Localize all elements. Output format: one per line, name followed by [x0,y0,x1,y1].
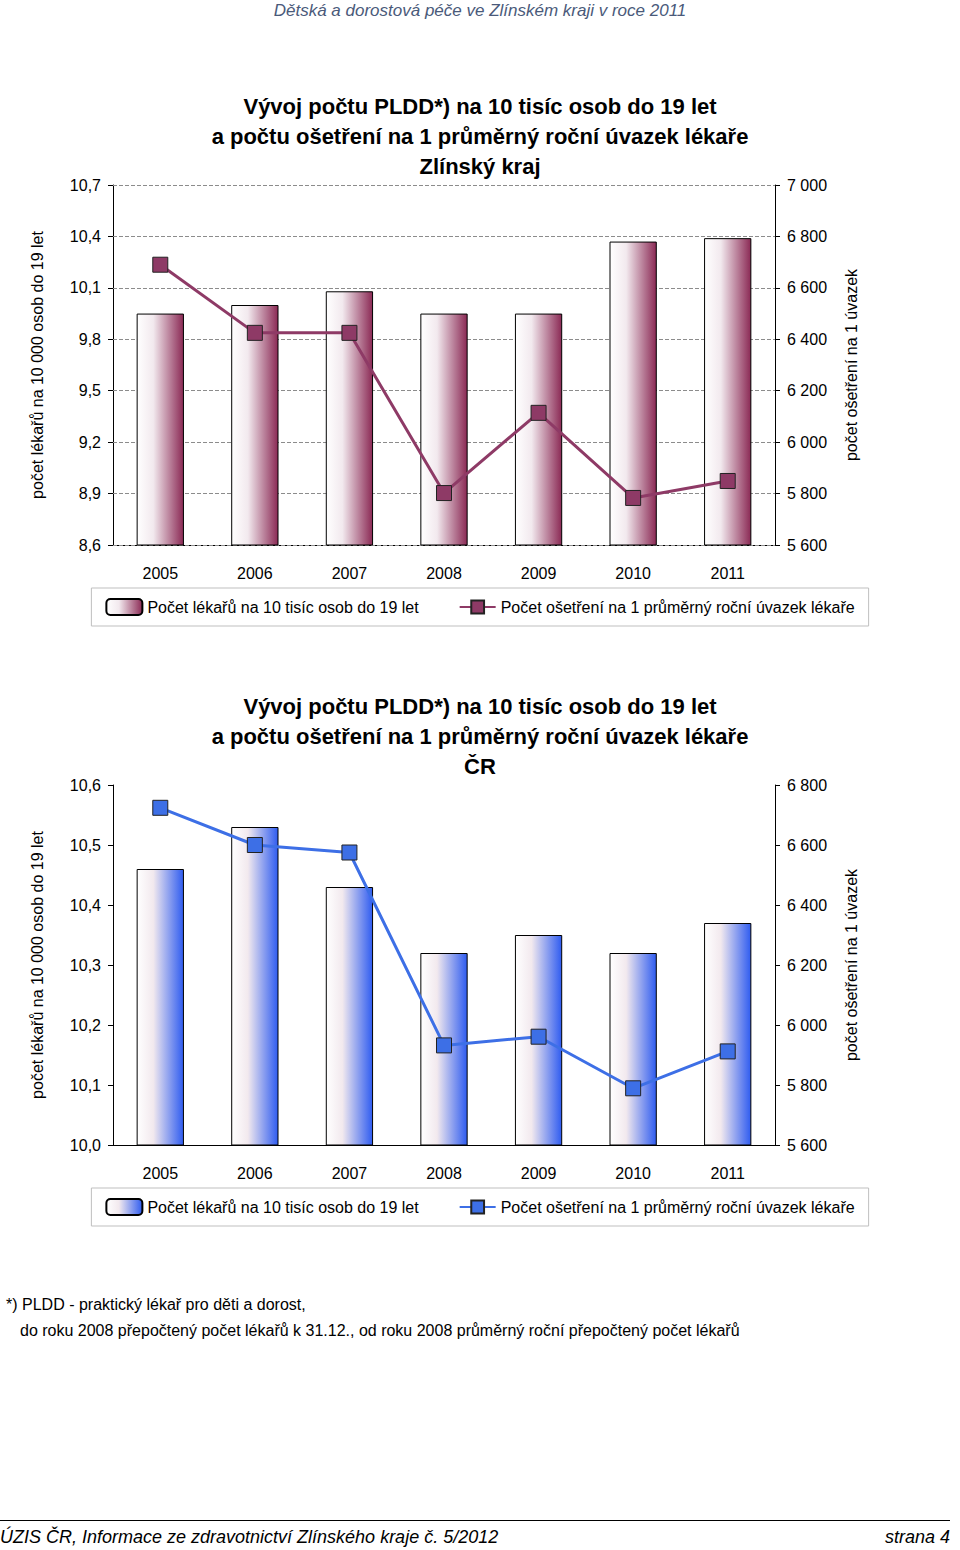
svg-text:2010: 2010 [615,1165,651,1182]
svg-text:10,5: 10,5 [70,837,101,854]
svg-text:10,4: 10,4 [70,897,101,914]
svg-text:ČR: ČR [464,754,496,779]
svg-text:8,6: 8,6 [79,537,101,554]
svg-text:2006: 2006 [237,565,273,582]
svg-text:počet ošetření na 1 úvazek: počet ošetření na 1 úvazek [843,268,860,461]
svg-text:5 600: 5 600 [787,537,827,554]
svg-text:Počet lékařů na 10 tisíc osob: Počet lékařů na 10 tisíc osob do 19 let [147,599,419,616]
svg-text:2006: 2006 [237,1165,273,1182]
svg-text:Počet ošetření na 1 průměrný r: Počet ošetření na 1 průměrný roční úvaze… [501,599,855,616]
svg-text:10,0: 10,0 [70,1137,101,1154]
svg-text:10,1: 10,1 [70,1077,101,1094]
svg-text:10,2: 10,2 [70,1017,101,1034]
svg-text:Vývoj počtu PLDD*) na 10 tisíc: Vývoj počtu PLDD*) na 10 tisíc osob do 1… [243,694,717,719]
svg-text:počet lékařů na 10 000 osob do: počet lékařů na 10 000 osob do 19 let [29,231,46,499]
svg-text:a počtu ošetření na 1 průměrný: a počtu ošetření na 1 průměrný roční úva… [212,724,749,749]
svg-text:10,7: 10,7 [70,177,101,194]
svg-text:7 000: 7 000 [787,177,827,194]
svg-text:6 400: 6 400 [787,331,827,348]
svg-text:5 800: 5 800 [787,485,827,502]
svg-text:6 600: 6 600 [787,837,827,854]
svg-text:Počet lékařů na 10 tisíc osob: Počet lékařů na 10 tisíc osob do 19 let [147,1199,419,1216]
svg-text:2009: 2009 [521,1165,557,1182]
svg-text:9,5: 9,5 [79,382,101,399]
svg-text:2009: 2009 [521,565,557,582]
svg-text:6 000: 6 000 [787,1017,827,1034]
svg-text:6 800: 6 800 [787,777,827,794]
svg-text:10,4: 10,4 [70,228,101,245]
svg-text:6 600: 6 600 [787,279,827,296]
svg-text:6 200: 6 200 [787,382,827,399]
svg-text:2011: 2011 [711,565,746,582]
svg-text:8,9: 8,9 [79,485,101,502]
svg-text:2008: 2008 [426,565,462,582]
svg-text:5 800: 5 800 [787,1077,827,1094]
html-text:ÚZIS ČR, Informace ze zdravotn: ÚZIS ČR, Informace ze zdravotnictví Zlín… [0,1527,499,1547]
svg-text:5 600: 5 600 [787,1137,827,1154]
svg-text:Vývoj počtu PLDD*) na 10 tisíc: Vývoj počtu PLDD*) na 10 tisíc osob do 1… [243,94,717,119]
svg-text:9,2: 9,2 [79,434,101,451]
svg-text:a počtu ošetření na 1 průměrný: a počtu ošetření na 1 průměrný roční úva… [212,124,749,149]
svg-text:Zlínský kraj: Zlínský kraj [419,154,540,179]
svg-text:počet lékařů na 10 000 osob do: počet lékařů na 10 000 osob do 19 let [29,831,46,1099]
html-text:do roku 2008 přepočtený počet: do roku 2008 přepočtený počet lékařů k 3… [20,1322,740,1339]
svg-text:2008: 2008 [426,1165,462,1182]
svg-text:2005: 2005 [142,565,178,582]
html-text:Dětská a dorostová péče ve Zlí: Dětská a dorostová péče ve Zlínském kraj… [273,1,687,20]
svg-text:2007: 2007 [332,565,368,582]
svg-text:6 200: 6 200 [787,957,827,974]
html-text:*) PLDD - praktický lékař pro: *) PLDD - praktický lékař pro děti a dor… [6,1296,306,1313]
svg-text:9,8: 9,8 [79,331,101,348]
svg-text:2011: 2011 [711,1165,746,1182]
svg-text:6 400: 6 400 [787,897,827,914]
svg-text:10,6: 10,6 [70,777,101,794]
svg-text:6 800: 6 800 [787,228,827,245]
svg-text:10,1: 10,1 [70,279,101,296]
svg-text:10,3: 10,3 [70,957,101,974]
svg-text:2007: 2007 [332,1165,368,1182]
svg-text:2010: 2010 [615,565,651,582]
html-text:strana 4: strana 4 [885,1527,950,1547]
svg-text:Počet ošetření na 1 průměrný r: Počet ošetření na 1 průměrný roční úvaze… [501,1199,855,1216]
svg-text:2005: 2005 [142,1165,178,1182]
svg-text:6 000: 6 000 [787,434,827,451]
svg-text:počet ošetření na 1 úvazek: počet ošetření na 1 úvazek [843,868,860,1061]
